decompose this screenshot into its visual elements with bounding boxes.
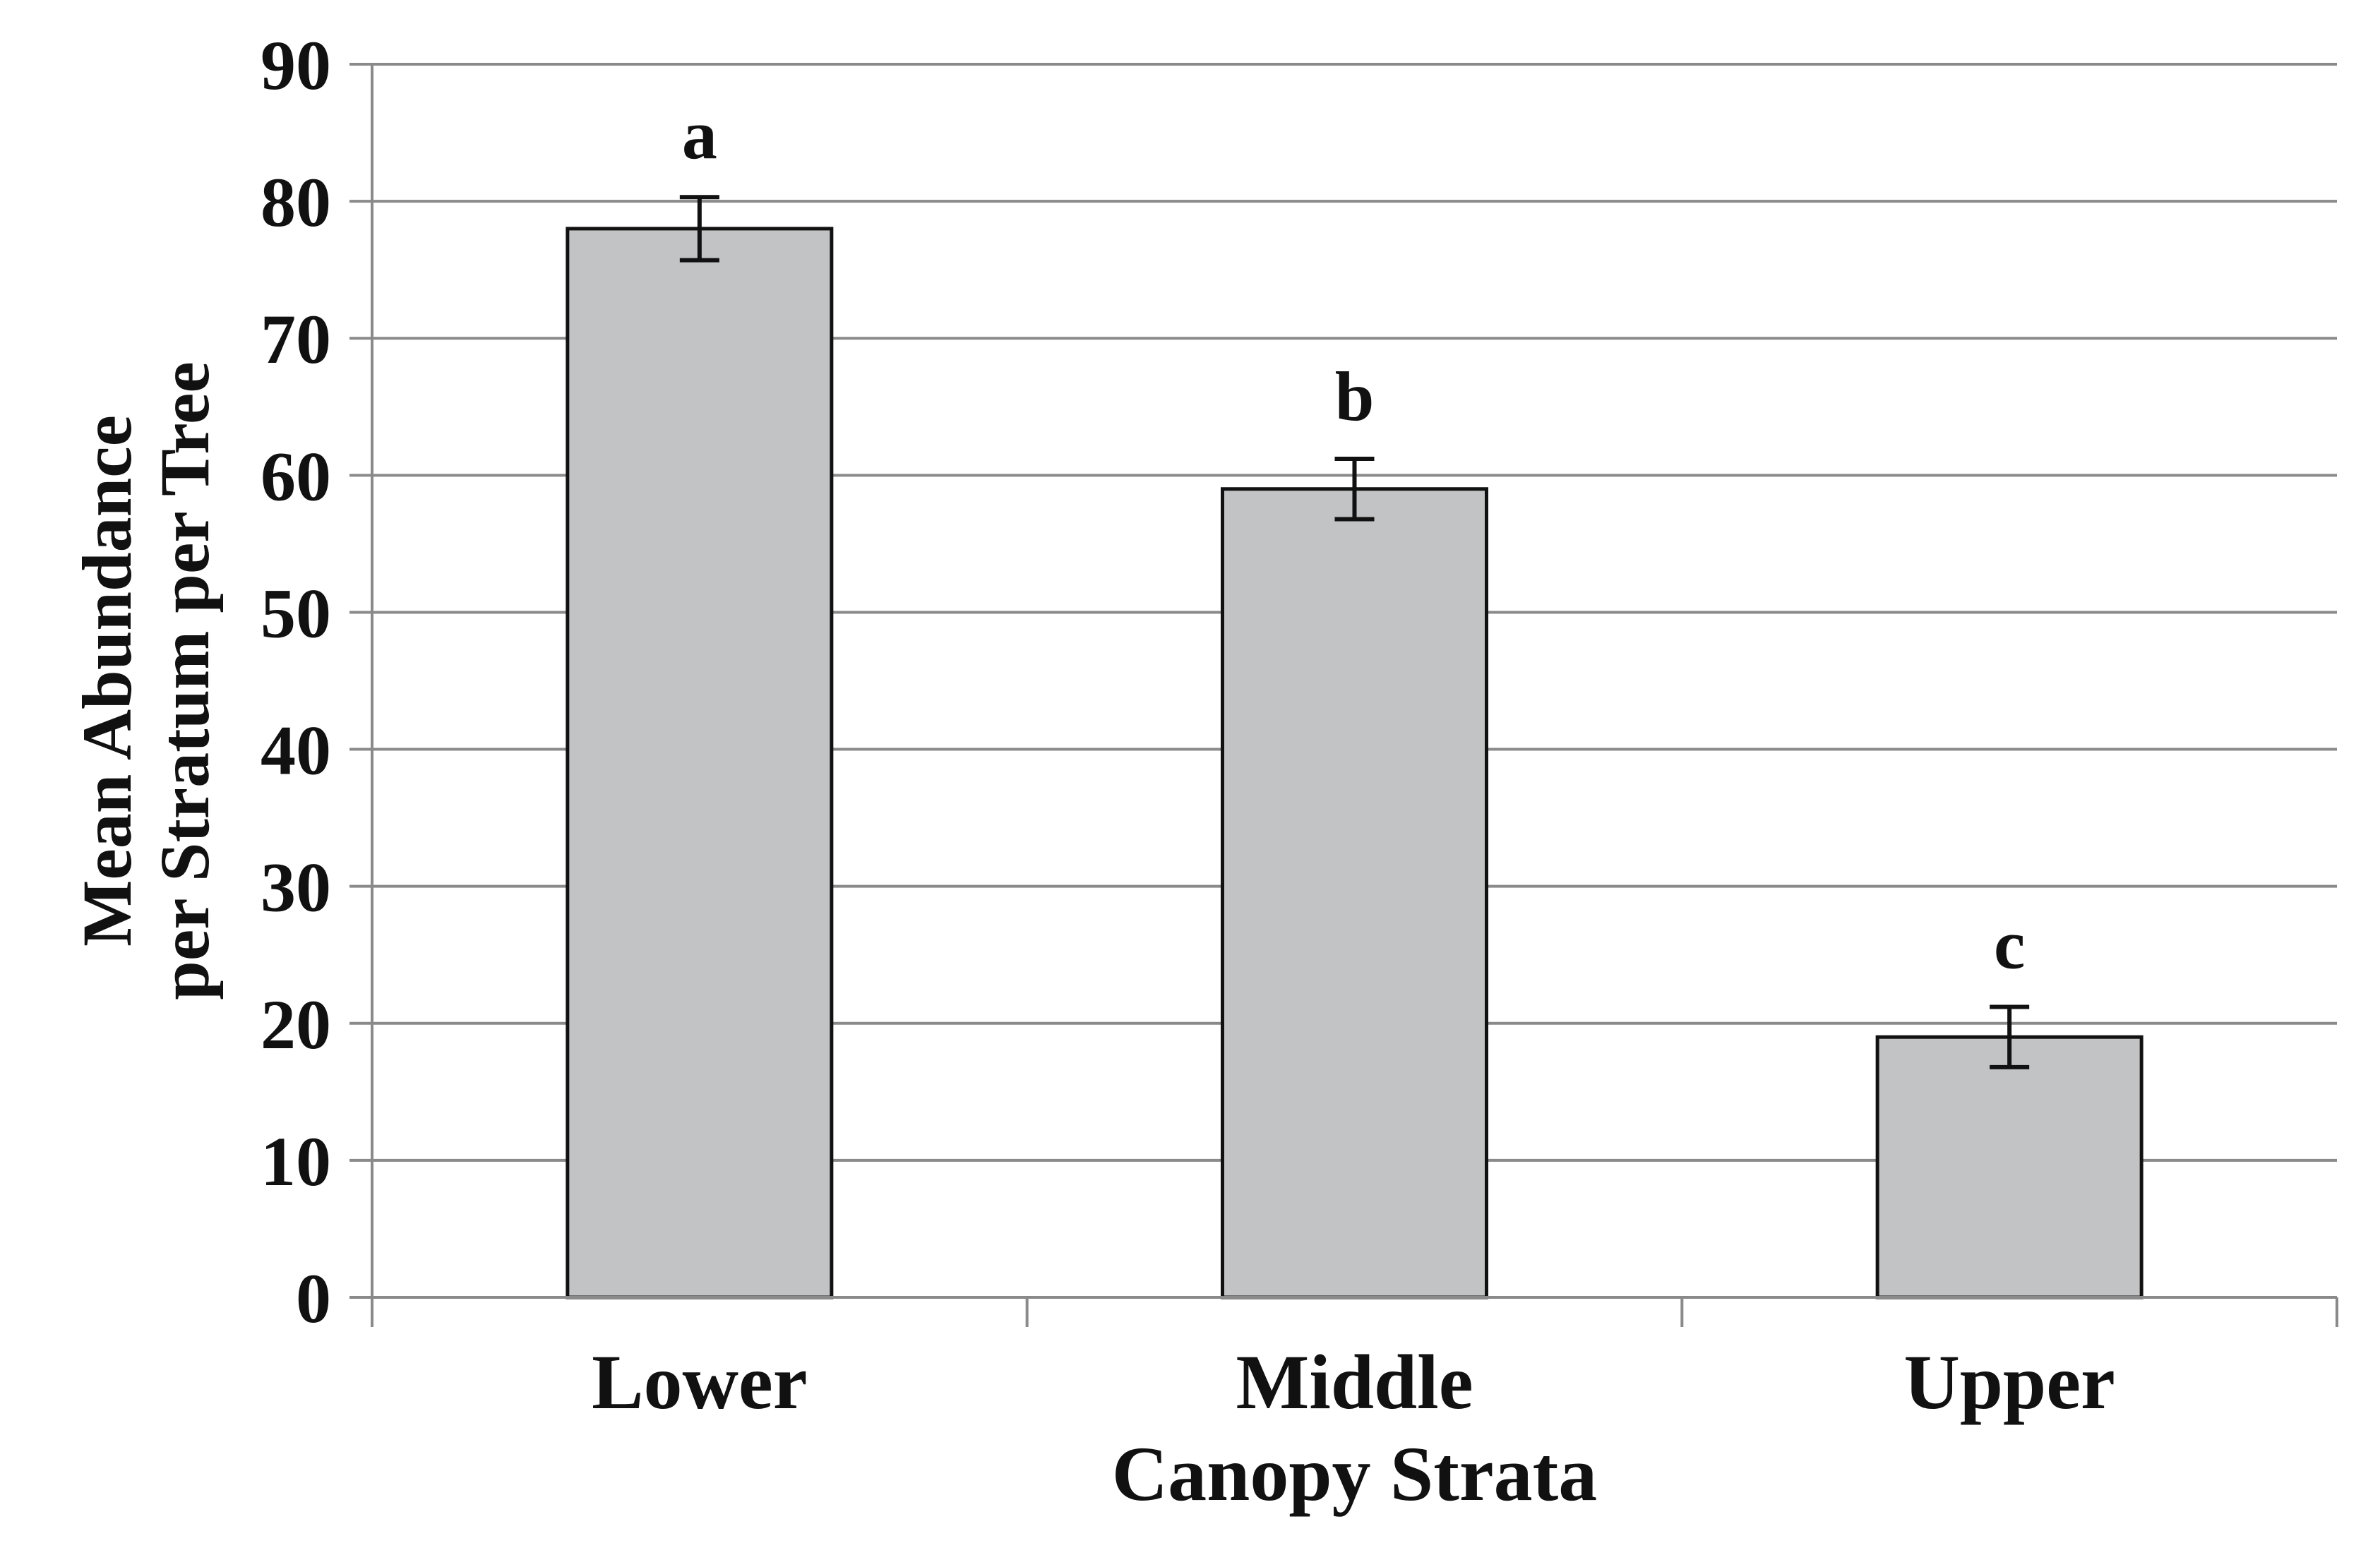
error-bar-middle xyxy=(1334,457,1375,522)
y-tick-label: 90 xyxy=(261,26,331,104)
y-axis-title-line1: Mean Abundance xyxy=(68,415,146,947)
x-tick-label: Lower xyxy=(592,1339,807,1425)
bar-lower xyxy=(566,227,834,1299)
y-tick-label: 0 xyxy=(296,1259,331,1338)
y-tick-label: 40 xyxy=(261,712,331,790)
bar-middle xyxy=(1221,487,1488,1299)
y-tick-label: 50 xyxy=(261,574,331,652)
x-tick-label: Middle xyxy=(1236,1339,1473,1425)
x-tick-label: Upper xyxy=(1903,1339,2115,1425)
y-tick-label: 80 xyxy=(261,163,331,241)
y-tick-label: 60 xyxy=(261,437,331,515)
bar-upper xyxy=(1875,1035,2143,1299)
y-tick-label: 10 xyxy=(261,1122,331,1201)
x-axis-title: Canopy Strata xyxy=(1112,1431,1598,1517)
error-bar-lower xyxy=(679,195,719,263)
y-tick-label: 70 xyxy=(261,300,331,378)
error-bar-upper xyxy=(1990,1004,2030,1069)
y-tick-label: 20 xyxy=(261,985,331,1064)
significance-letter: b xyxy=(1335,357,1375,436)
y-tick-label: 30 xyxy=(261,848,331,927)
significance-letter: c xyxy=(1994,905,2025,983)
significance-letter: a xyxy=(682,95,717,174)
y-axis-title-line2: per Stratum per Tree xyxy=(145,361,224,1000)
